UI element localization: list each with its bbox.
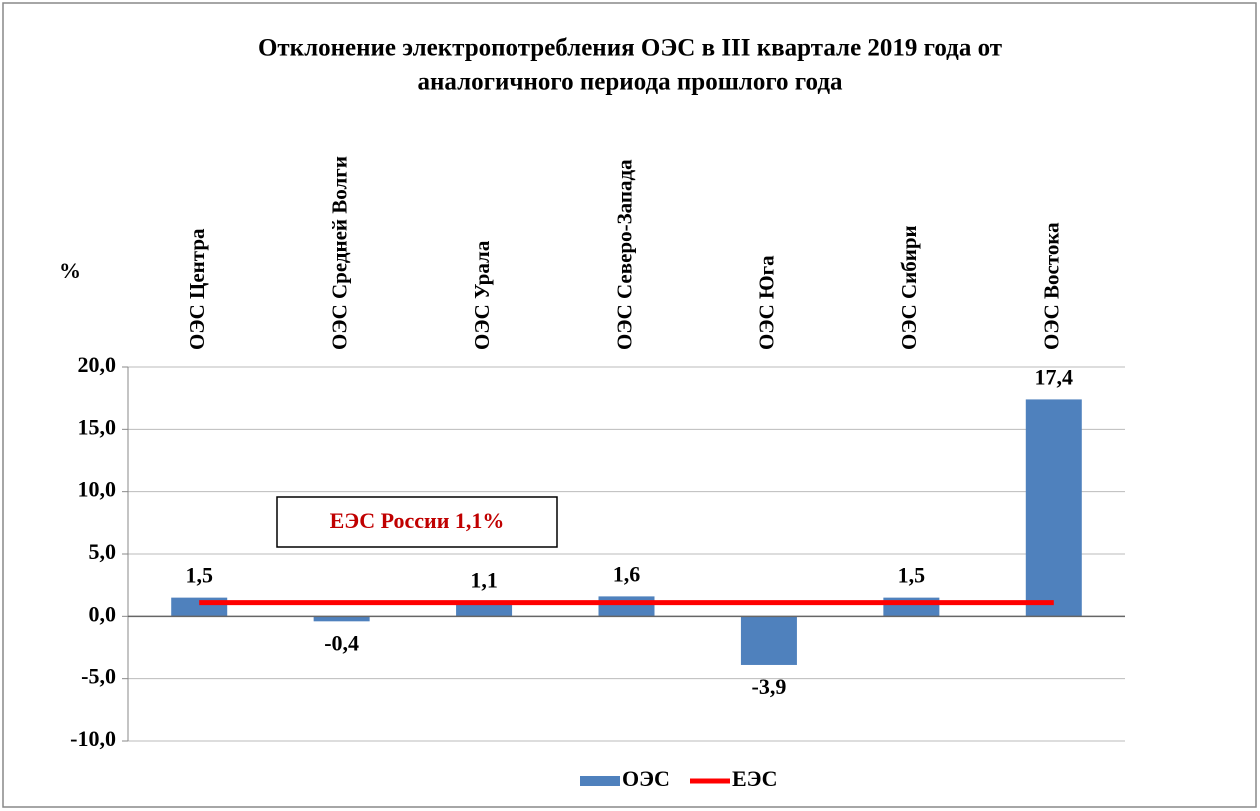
x-tick-label: ОЭС Востока bbox=[1040, 222, 1064, 350]
chart-title: Отклонение электропотребления ОЭС в III … bbox=[258, 35, 1002, 62]
bar bbox=[313, 616, 370, 622]
chart-title: аналогичного периода прошлого года bbox=[418, 69, 843, 96]
value-label: -0,4 bbox=[324, 630, 359, 655]
value-label: 1,1 bbox=[470, 568, 498, 593]
bar bbox=[740, 616, 797, 665]
value-label: 1,6 bbox=[613, 561, 641, 586]
x-tick-label: ОЭС Юга bbox=[755, 255, 779, 350]
bar bbox=[1025, 399, 1082, 617]
legend-label: ОЭС bbox=[622, 766, 670, 791]
legend-label: ЕЭС bbox=[732, 766, 777, 791]
x-tick-label: ОЭС Сибири bbox=[897, 225, 921, 350]
x-tick-label: ОЭС Центра bbox=[185, 228, 209, 350]
annotation: ЕЭС России 1,1% bbox=[330, 508, 505, 533]
y-tick-label: 5,0 bbox=[89, 539, 117, 564]
value-label: -3,9 bbox=[752, 674, 787, 699]
bar bbox=[598, 596, 655, 617]
y-axis-label: % bbox=[59, 258, 81, 283]
legend-swatch bbox=[580, 776, 620, 786]
value-label: 1,5 bbox=[898, 563, 926, 588]
value-label: 17,4 bbox=[1035, 364, 1074, 389]
value-label: 1,5 bbox=[185, 563, 213, 588]
y-tick-label: 10,0 bbox=[78, 477, 117, 502]
y-tick-label: 0,0 bbox=[89, 601, 117, 626]
x-tick-label: ОЭС Средней Волги bbox=[327, 156, 351, 350]
annotation-box bbox=[276, 496, 558, 548]
y-tick-label: -10,0 bbox=[70, 726, 116, 751]
x-tick-label: ОЭС Урала bbox=[470, 240, 494, 350]
x-tick-label: ОЭС Северо-Запада bbox=[612, 159, 636, 350]
y-tick-label: 20,0 bbox=[78, 352, 117, 377]
y-tick-label: -5,0 bbox=[81, 664, 116, 689]
y-tick-label: 15,0 bbox=[78, 414, 117, 439]
bar bbox=[456, 602, 513, 617]
